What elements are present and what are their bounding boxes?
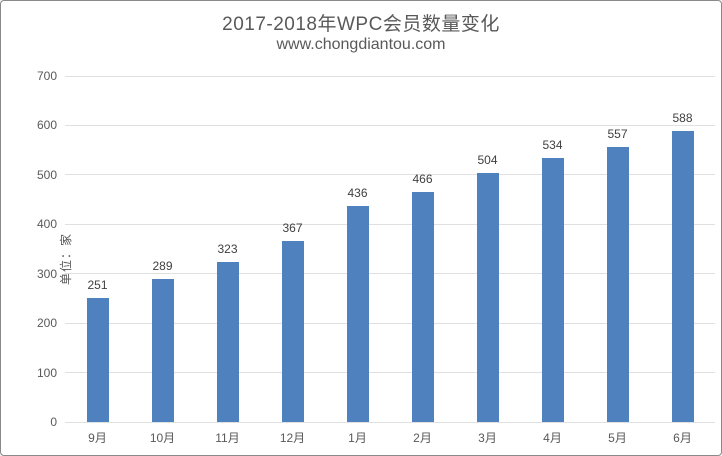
bar-4月: [541, 158, 564, 422]
gridline-y-200: [65, 322, 715, 324]
bar-11月: [216, 262, 239, 422]
x-tick-label: 1月: [348, 431, 367, 445]
y-tick-label: 500: [36, 167, 57, 182]
x-tick-label: 11月: [215, 431, 240, 445]
gridline-y-500: [65, 174, 715, 176]
bar-3月: [476, 173, 499, 422]
y-tick-label: 300: [36, 266, 57, 281]
plot-area: 251 289 323 367 436 466 504 534 557 588: [65, 75, 715, 423]
bar-value-label: 323: [217, 242, 238, 256]
gridline-y-100: [65, 372, 715, 374]
bar-value-label: 436: [347, 186, 368, 200]
bar-value-label: 251: [87, 278, 108, 292]
x-tick-label: 10月: [149, 431, 176, 445]
chart-title: 2017-2018年WPC会员数量变化: [222, 14, 500, 35]
chart-subtitle: www.chongdiantou.com: [276, 36, 446, 53]
bar-2月: [411, 192, 434, 422]
x-tick-label: 4月: [543, 431, 562, 445]
bar-value-label: 466: [412, 172, 433, 186]
bar-9月: [86, 298, 109, 422]
bar-value-label: 534: [542, 138, 563, 152]
bar-value-label: 557: [607, 127, 628, 141]
x-tick-label: 6月: [673, 431, 692, 445]
gridline-y-600: [65, 124, 715, 126]
x-tick-label: 12月: [279, 431, 306, 445]
bar-10月: [151, 279, 174, 422]
bar-6月: [671, 131, 694, 422]
y-tick-label: 700: [36, 69, 57, 83]
y-tick-label: 600: [36, 118, 57, 133]
bar-value-label: 504: [477, 153, 498, 167]
x-tick-label: 2月: [413, 431, 432, 445]
bar-1月: [346, 206, 369, 422]
bar-5月: [606, 147, 629, 422]
x-tick-label: 5月: [608, 431, 627, 445]
y-tick-label: 0: [50, 415, 57, 429]
y-tick-label: 100: [36, 365, 57, 380]
y-tick-label: 400: [36, 217, 57, 232]
bar-value-label: 588: [672, 111, 693, 125]
gridline-y-700: [65, 75, 715, 77]
bar-value-label: 289: [152, 259, 173, 273]
gridline-y-0: [65, 421, 715, 423]
bar-value-label: 367: [282, 221, 303, 235]
bar-12月: [281, 241, 304, 422]
y-tick-label: 200: [36, 316, 57, 331]
gridline-y-400: [65, 223, 715, 225]
gridline-y-300: [65, 273, 715, 275]
x-tick-label: 9月: [88, 431, 107, 445]
x-tick-label: 3月: [478, 431, 497, 445]
